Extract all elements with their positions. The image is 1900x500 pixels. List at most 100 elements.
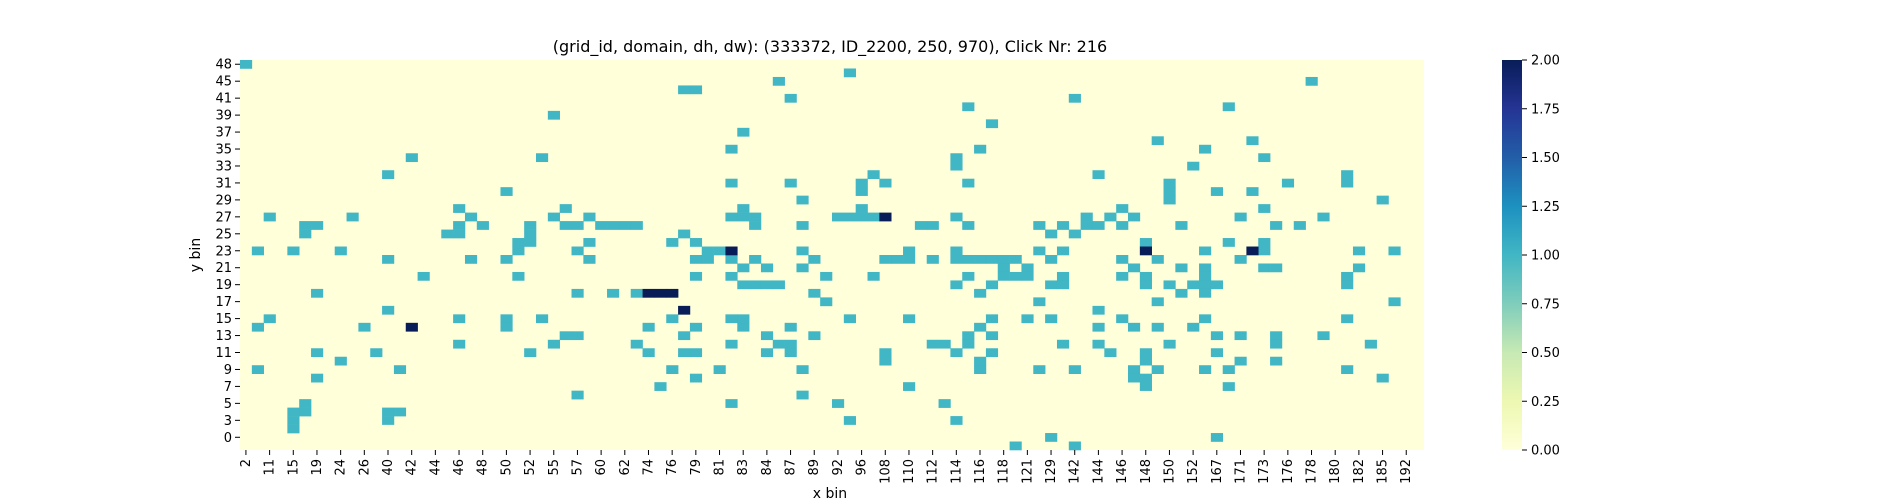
heatmap-cell <box>1139 271 1152 281</box>
heatmap-cell <box>1021 263 1034 273</box>
y-tick-label: 15 <box>215 312 232 327</box>
heatmap-cell <box>737 263 750 273</box>
heatmap-cell <box>571 246 584 256</box>
heatmap-cell <box>749 255 762 264</box>
heatmap-cell <box>985 255 999 264</box>
heatmap-cell <box>914 221 928 230</box>
heatmap-cell <box>382 407 395 417</box>
heatmap-cell <box>749 221 762 230</box>
x-axis: 2 11 15 19 24 26 40 42 44 46 48 50 52 55 57 60 62 74 76 79 8… <box>239 450 1414 484</box>
heatmap-cell <box>1293 221 1306 230</box>
heatmap-cell <box>382 255 395 264</box>
heatmap-cell <box>1270 221 1283 230</box>
colorbar-tick-label: 0.75 <box>1531 297 1560 312</box>
x-tick-label: 178 <box>1305 459 1320 484</box>
heatmap-cell <box>666 288 679 298</box>
heatmap-cell <box>1388 297 1401 307</box>
heatmap-cell <box>1116 271 1129 281</box>
heatmap-cell <box>974 356 987 366</box>
heatmap-cell <box>1270 331 1283 341</box>
heatmap-cell <box>1187 280 1200 290</box>
heatmap-cell <box>843 212 856 222</box>
heatmap-cell <box>287 246 300 256</box>
x-tick-label: 152 <box>1186 459 1201 484</box>
heatmap-cell <box>1116 255 1129 264</box>
heatmap-cell <box>962 178 975 188</box>
heatmap-cell <box>891 255 904 264</box>
y-tick-label: 3 <box>224 414 232 429</box>
heatmap-cell <box>1234 212 1247 222</box>
heatmap-cell <box>962 331 975 341</box>
heatmap-cell <box>1210 433 1224 442</box>
x-tick-label: 83 <box>736 459 751 476</box>
heatmap-cell <box>997 255 1010 264</box>
heatmap-cell <box>1139 238 1152 247</box>
heatmap-cell <box>1092 322 1105 332</box>
heatmap-cell <box>879 356 892 366</box>
heatmap-cell <box>1068 229 1081 239</box>
heatmap-cell <box>642 348 655 358</box>
heatmap-cell <box>1128 365 1141 374</box>
heatmap-cell <box>725 246 738 256</box>
heatmap-cell <box>903 255 916 264</box>
heatmap-cell <box>287 424 300 434</box>
heatmap-cell <box>1104 348 1117 358</box>
x-tick-label: 84 <box>760 459 775 476</box>
heatmap-cell <box>1352 263 1366 273</box>
y-tick-label: 31 <box>215 176 232 191</box>
x-tick-label: 114 <box>949 459 964 484</box>
x-axis-label: x bin <box>813 486 847 500</box>
heatmap-cell <box>1210 331 1224 341</box>
heatmap-cell <box>820 271 833 281</box>
heatmap-cell <box>1270 339 1283 349</box>
heatmap-cell <box>1258 204 1271 213</box>
heatmap-cell <box>974 322 987 332</box>
heatmap-cell <box>1270 263 1283 273</box>
x-tick-label: 96 <box>855 459 870 476</box>
heatmap-cell <box>1151 365 1164 374</box>
heatmap-cell <box>1139 373 1152 383</box>
heatmap-cell <box>251 246 264 256</box>
heatmap-cell <box>725 212 738 222</box>
x-tick-label: 42 <box>405 459 420 476</box>
heatmap-cell <box>1258 263 1271 273</box>
heatmap-cell <box>1199 314 1212 324</box>
y-tick-label: 11 <box>215 346 232 361</box>
heatmap-cell <box>1341 170 1354 179</box>
heatmap-cell <box>1139 382 1152 391</box>
heatmap-cell <box>299 229 312 239</box>
heatmap-cell <box>926 339 939 349</box>
heatmap-cell <box>583 238 596 247</box>
x-tick-label: 110 <box>902 459 917 484</box>
heatmap-cell <box>441 229 454 239</box>
heatmap-cell <box>1234 356 1247 366</box>
heatmap-cell <box>784 348 797 358</box>
heatmap-cell <box>263 314 276 324</box>
heatmap-cell <box>725 255 738 264</box>
y-tick-label: 19 <box>215 278 232 293</box>
heatmap-cell <box>1210 187 1224 196</box>
heatmap-cell <box>938 339 951 349</box>
heatmap-cell <box>974 255 987 264</box>
heatmap-cell <box>571 331 584 341</box>
heatmap-cell <box>1376 373 1389 383</box>
heatmap-cell <box>1258 238 1271 247</box>
heatmap-cell <box>820 297 833 307</box>
x-tick-label: 150 <box>1162 459 1177 484</box>
heatmap-cell <box>1246 136 1259 146</box>
heatmap-cell <box>725 271 738 281</box>
heatmap-cell <box>1021 314 1034 324</box>
heatmap-cell <box>453 229 466 239</box>
heatmap-cell <box>1139 348 1152 358</box>
y-tick-label: 48 <box>215 58 232 73</box>
heatmap-cell <box>1151 255 1164 264</box>
heatmap-cell <box>1199 271 1212 281</box>
heatmap-cell <box>654 288 667 298</box>
heatmap-cell <box>1092 339 1105 349</box>
heatmap-cell <box>760 348 774 358</box>
heatmap-cell <box>1163 339 1176 349</box>
heatmap-cell <box>370 348 383 358</box>
y-tick-label: 33 <box>215 159 232 174</box>
x-tick-label: 129 <box>1044 459 1059 484</box>
heatmap-cell <box>500 255 513 264</box>
